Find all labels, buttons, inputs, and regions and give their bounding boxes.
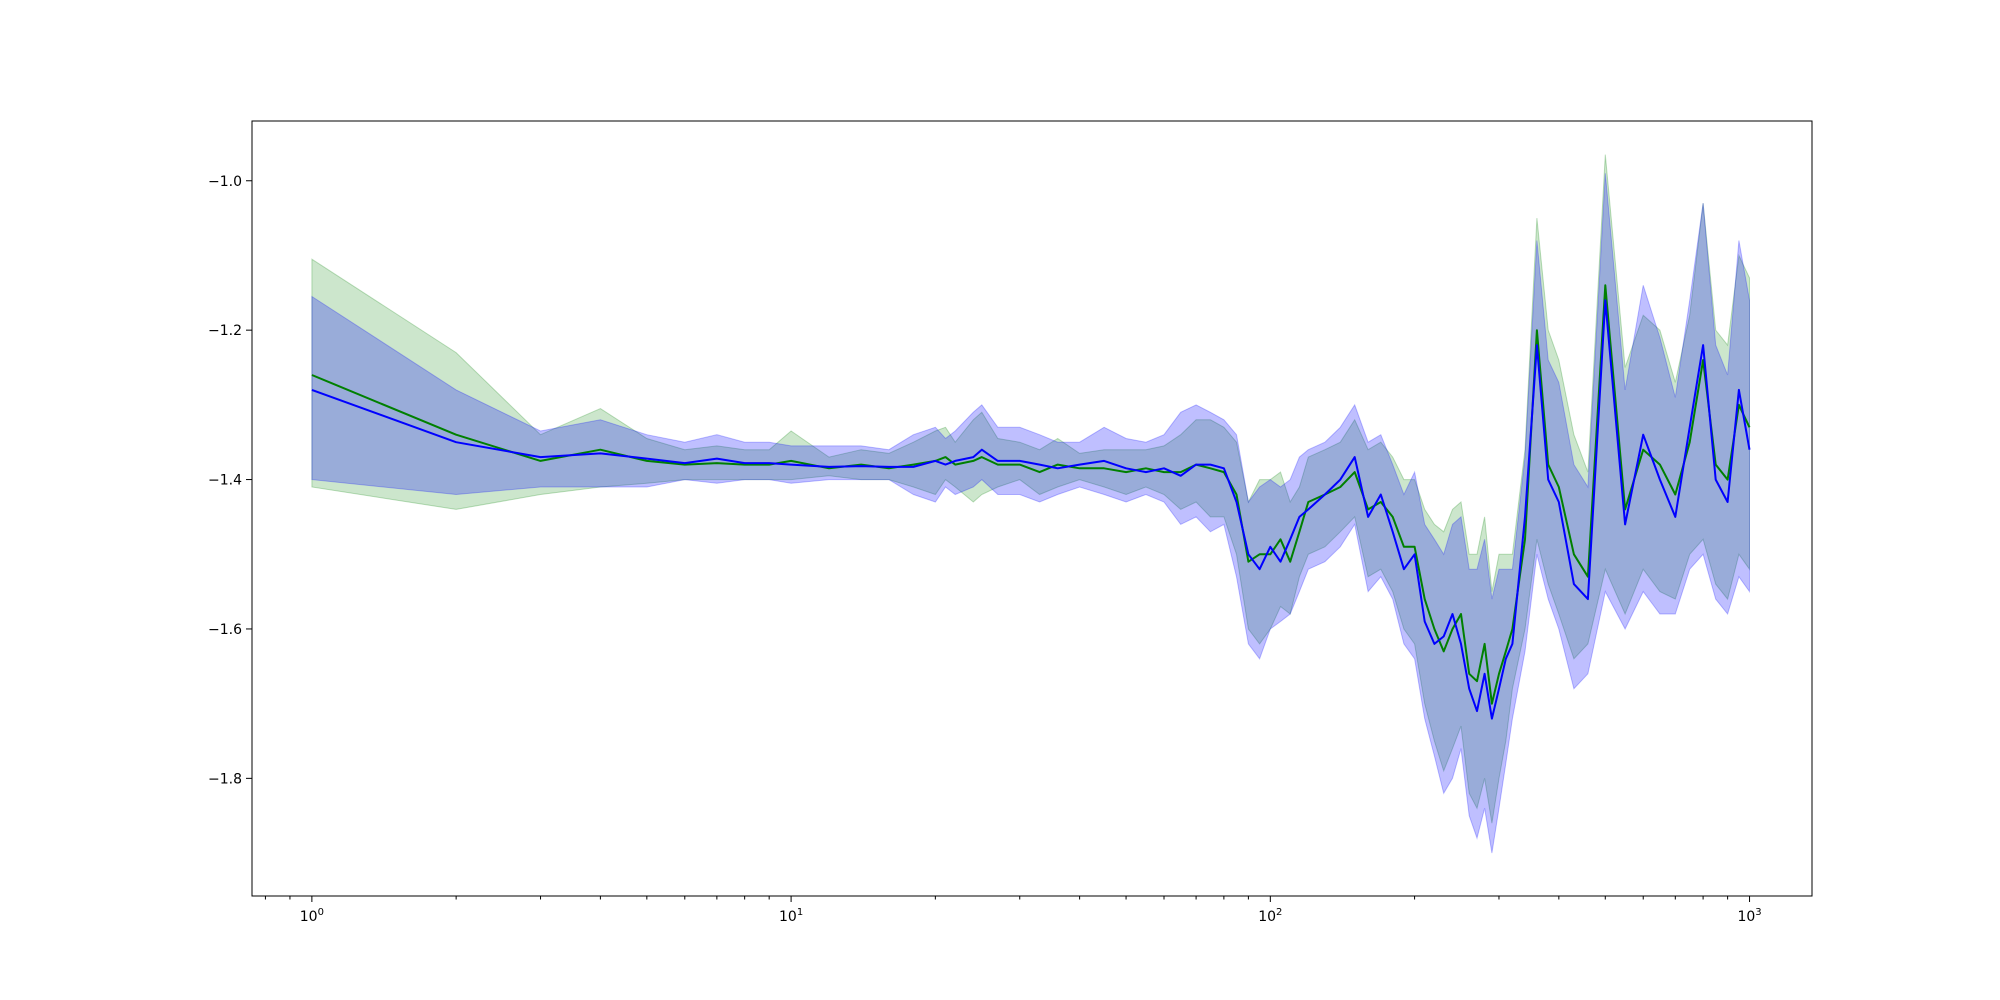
y-tick-label: −1.2 [208,323,242,339]
x-tick-label: 102 [1258,907,1282,925]
confidence-bands [311,154,1750,854]
x-axis: 100 101 102 103 [264,896,1762,925]
plot-area-frame [251,120,1813,897]
y-tick-label: −1.0 [208,174,242,190]
y-tick-label: −1.4 [208,473,242,489]
series-lines [311,284,1751,720]
x-tick-label: 101 [779,907,803,925]
y-axis: −1.0 −1.2 −1.4 −1.6 −1.8 [208,174,252,787]
x-tick-label: 103 [1737,907,1761,925]
x-tick-label: 100 [300,907,324,925]
y-tick-label: −1.6 [208,622,242,638]
y-tick-label: −1.8 [208,771,242,787]
green-line [311,284,1751,705]
blue-band [311,173,1750,854]
green-band [311,154,1750,824]
blue-line [311,299,1751,720]
